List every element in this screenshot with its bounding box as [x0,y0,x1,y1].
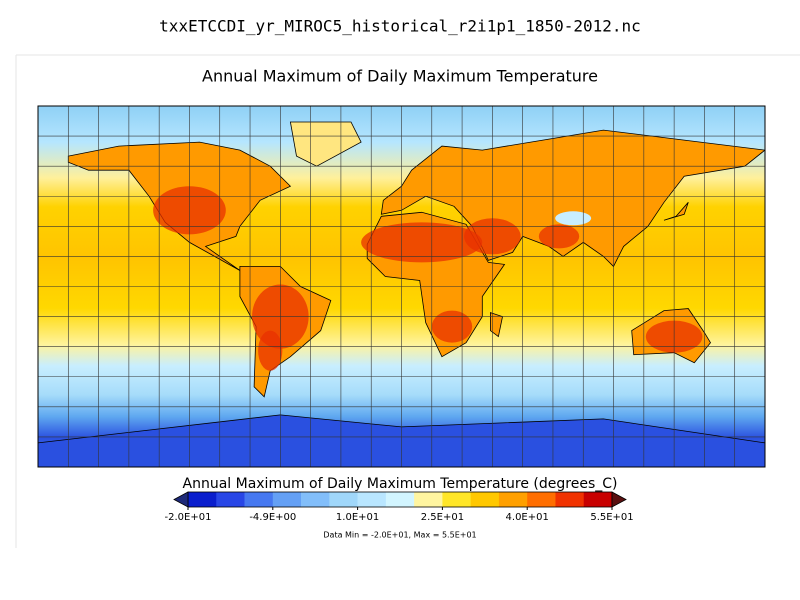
map-border [37,105,766,468]
colorbar-swatch [527,492,556,507]
colorbar-tick-label: 1.0E+01 [336,512,379,523]
colorbar-swatch [329,492,358,507]
map-title: Annual Maximum of Daily Maximum Temperat… [202,67,598,86]
colorbar-tick-label: -4.9E+00 [249,512,296,523]
land [489,312,503,338]
hot-spot [538,224,580,249]
colorbar-swatch [385,492,415,507]
colorbar-label: Annual Maximum of Daily Maximum Temperat… [183,476,618,492]
colorbar-tick-label: 2.5E+01 [421,512,464,523]
hot-spot [258,330,283,371]
land [663,202,689,221]
map [38,106,765,467]
colorbar-swatch [583,492,613,507]
colorbar-swatch [301,492,330,507]
colorbar-tick-label: 5.5E+01 [590,512,633,523]
colorbar-tick-label: 4.0E+01 [506,512,549,523]
under-arrow [173,491,189,508]
over-arrow [611,491,627,508]
colorbar-swatch [498,492,528,507]
hot-spot [361,222,483,263]
colorbar-tick-label: -2.0E+01 [165,512,212,523]
colorbar-swatch [272,492,302,507]
colorbar-swatch [470,492,500,507]
colorbar: -2.0E+01 -4.9E+00 1.0E+01 2.5E+01 4.0E+01 5.5… [165,491,634,523]
hot-spot [431,310,473,343]
colorbar-swatch [244,492,274,507]
cool-spot [555,211,592,226]
colorbar-swatch [188,492,217,507]
colorbar-swatch [442,492,471,507]
colorbar-swatch [357,492,387,507]
data-range-note: Data Min = -2.0E+01, Max = 5.5E+01 [323,531,476,540]
file-name: txxETCCDI_yr_MIROC5_historical_r2i1p1_18… [159,17,641,36]
colorbar-swatch [555,492,585,507]
colorbar-swatch [414,492,443,507]
colorbar-swatch [216,492,245,507]
